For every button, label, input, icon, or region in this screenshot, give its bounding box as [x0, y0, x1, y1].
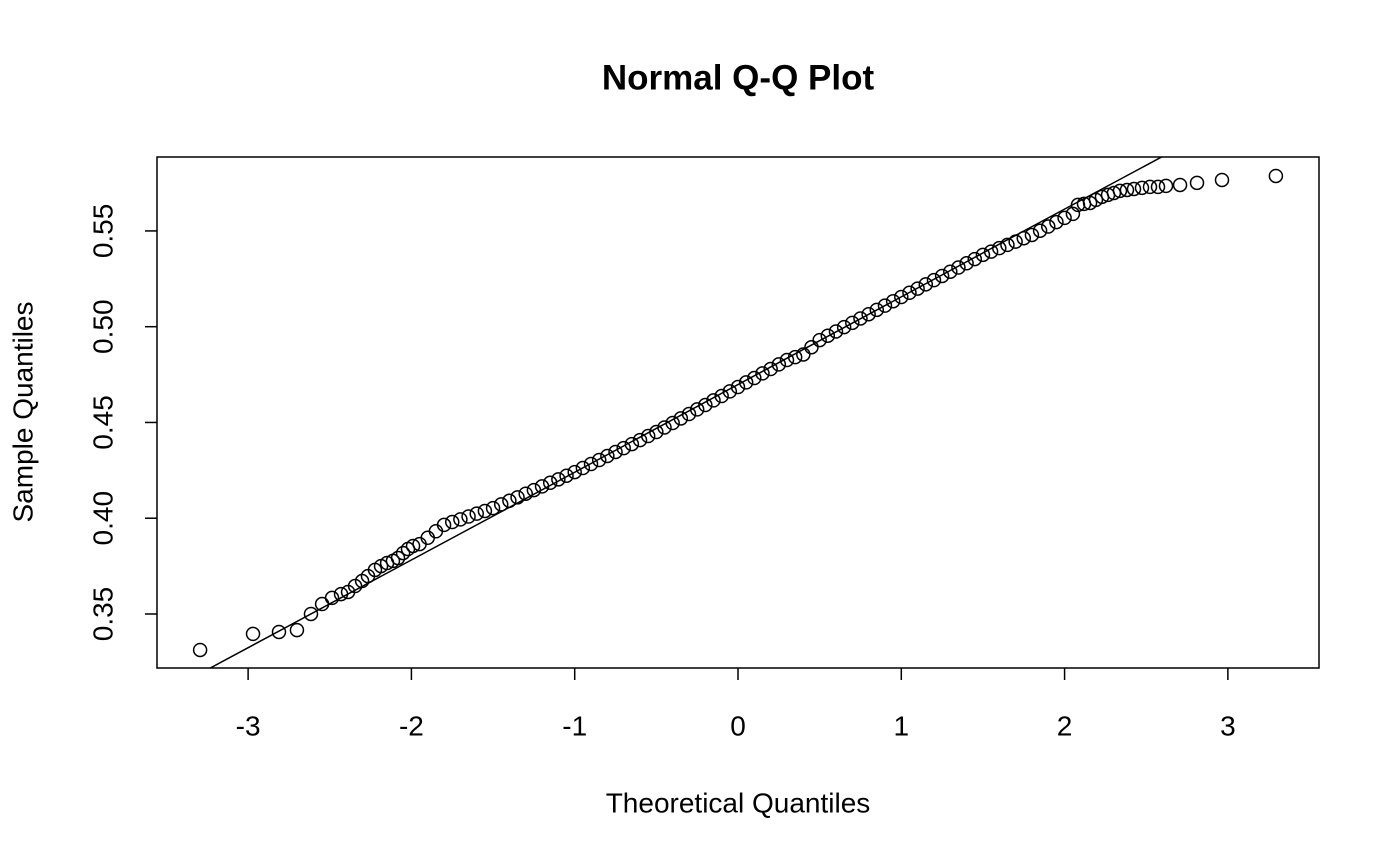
- y-tick-label: 0.50: [87, 299, 118, 354]
- y-tick-label: 0.40: [87, 491, 118, 546]
- point: [608, 444, 623, 460]
- point: [902, 285, 917, 301]
- point: [1000, 237, 1015, 253]
- point: [975, 247, 991, 263]
- point: [518, 486, 533, 501]
- point: [1041, 219, 1056, 234]
- point: [444, 514, 460, 530]
- point: [485, 500, 501, 516]
- point: [1049, 214, 1064, 230]
- point: [836, 319, 852, 335]
- point: [567, 464, 582, 480]
- point: [575, 460, 591, 476]
- point: [616, 440, 631, 456]
- x-tick-label: 3: [1220, 710, 1236, 741]
- point: [894, 289, 909, 305]
- point: [779, 352, 795, 368]
- point: [959, 256, 974, 271]
- point: [477, 503, 493, 519]
- point: [869, 302, 885, 318]
- point: [405, 538, 421, 554]
- x-tick-label: -2: [399, 710, 424, 741]
- point: [461, 509, 476, 524]
- point: [551, 472, 566, 487]
- point: [910, 281, 925, 296]
- point: [771, 357, 787, 372]
- point: [436, 517, 452, 533]
- point: [1126, 181, 1142, 197]
- point: [1150, 179, 1166, 195]
- x-tick-label: 1: [894, 710, 910, 741]
- point: [542, 475, 558, 491]
- point: [1214, 172, 1230, 188]
- y-tick-label: 0.45: [87, 395, 118, 450]
- point: [390, 550, 406, 566]
- point: [820, 328, 836, 343]
- point: [845, 315, 860, 331]
- point: [395, 545, 411, 561]
- point: [245, 626, 261, 642]
- point: [469, 506, 484, 521]
- point: [1142, 179, 1158, 195]
- point: [804, 339, 819, 355]
- point: [853, 311, 868, 326]
- y-tick-label: 0.35: [87, 587, 118, 642]
- point: [877, 298, 893, 313]
- point: [1268, 168, 1284, 184]
- y-tick-label: 0.55: [87, 204, 118, 259]
- point: [583, 456, 599, 472]
- point: [747, 370, 762, 386]
- point: [453, 512, 468, 527]
- point: [926, 272, 942, 288]
- point: [1172, 177, 1188, 193]
- point: [722, 384, 738, 399]
- x-tick-label: -3: [236, 710, 261, 741]
- reference-line: [208, 157, 1164, 668]
- point: [934, 268, 950, 284]
- point: [1134, 180, 1150, 196]
- point: [591, 452, 607, 468]
- chart-title: Normal Q-Q Plot: [602, 58, 875, 97]
- x-tick-label: 2: [1057, 710, 1073, 741]
- point: [192, 642, 208, 658]
- point: [755, 366, 770, 381]
- point: [763, 361, 778, 377]
- point: [289, 622, 305, 638]
- point: [1158, 178, 1174, 194]
- point: [559, 468, 574, 483]
- point: [812, 332, 827, 348]
- point: [303, 606, 319, 622]
- point: [1065, 206, 1081, 222]
- point: [967, 251, 983, 267]
- point: [885, 293, 901, 309]
- point: [730, 379, 746, 395]
- point: [796, 347, 811, 362]
- point: [1112, 183, 1128, 199]
- point: [1119, 182, 1135, 198]
- point: [1024, 227, 1040, 243]
- point: [1057, 210, 1072, 226]
- point: [271, 624, 287, 640]
- point: [324, 590, 340, 606]
- x-axis-label: Theoretical Quantiles: [606, 787, 871, 818]
- point: [861, 306, 876, 322]
- point: [951, 260, 966, 275]
- point: [1189, 175, 1205, 191]
- x-tick-label: -1: [562, 710, 587, 741]
- point: [943, 264, 958, 279]
- point: [828, 324, 844, 339]
- point: [738, 375, 754, 390]
- y-axis-label: Sample Quantiles: [7, 301, 38, 522]
- point: [1032, 223, 1048, 238]
- point: [624, 436, 640, 452]
- point: [600, 448, 615, 464]
- x-tick-label: 0: [730, 710, 746, 741]
- point: [510, 490, 525, 505]
- point: [918, 277, 934, 292]
